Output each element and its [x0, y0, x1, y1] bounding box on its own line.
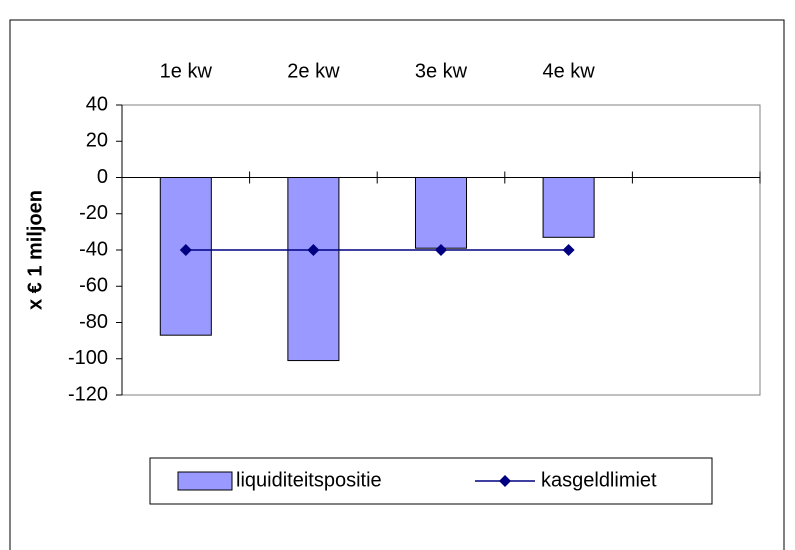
bar [159, 177, 212, 336]
y-tick-label: -80 [79, 311, 108, 333]
legend-swatch [177, 471, 233, 491]
line-marker [179, 244, 192, 256]
y-tick-label: -100 [68, 347, 108, 369]
y-tick-label: 40 [86, 93, 108, 115]
line-marker [562, 244, 575, 256]
y-tick-label: -40 [79, 238, 108, 260]
x-tick-label: 2e kw [287, 60, 340, 82]
legend-box [149, 457, 713, 505]
line-marker [307, 244, 320, 256]
y-tick-label: 0 [97, 166, 108, 188]
legend-label: liquiditeitspositie [236, 469, 382, 491]
y-tick-label: -20 [79, 202, 108, 224]
x-tick-label: 1e kw [160, 60, 213, 82]
legend-label: kasgeldlimiet [541, 469, 657, 491]
bar [414, 177, 468, 249]
y-tick-label: -120 [68, 383, 108, 405]
y-axis-label: x € 1 miljoen [24, 190, 46, 310]
line-marker [435, 244, 447, 256]
bar [287, 177, 340, 362]
y-tick-label: -60 [79, 275, 108, 297]
x-tick-label: 3e kw [415, 60, 468, 82]
x-tick-label: 4e kw [542, 60, 595, 82]
y-tick-label: 20 [86, 130, 108, 152]
legend-marker [499, 475, 511, 487]
bar [542, 177, 595, 238]
